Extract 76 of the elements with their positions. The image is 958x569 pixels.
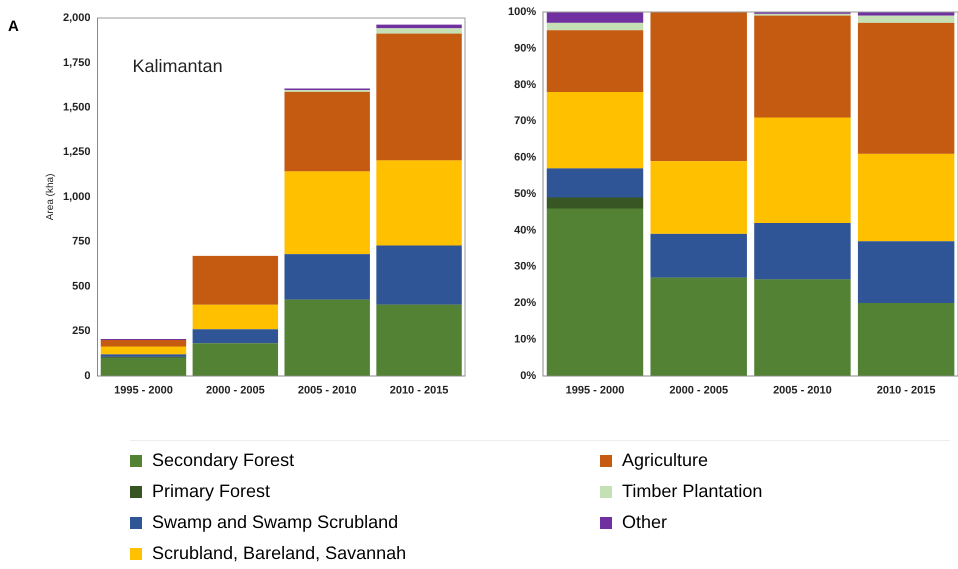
legend-label: Swamp and Swamp Scrubland xyxy=(152,512,398,533)
bar xyxy=(754,223,851,280)
bar xyxy=(284,254,370,300)
y-tick-label: 1,500 xyxy=(62,101,91,114)
chart-title: A xyxy=(8,18,19,35)
legend-label: Agriculture xyxy=(622,450,708,471)
bar xyxy=(650,234,747,278)
bar xyxy=(376,160,462,246)
legend-label: Scrubland, Bareland, Savannah xyxy=(152,543,406,564)
x-tick-label: 2010 - 2015 xyxy=(390,384,448,396)
y-tick-label: 2,000 xyxy=(62,12,91,24)
y-tick-label: 250 xyxy=(72,325,91,338)
bar xyxy=(754,279,851,376)
bar xyxy=(650,161,747,234)
x-tick-label: 2010 - 2015 xyxy=(876,384,936,396)
x-tick-label: 1995 - 2000 xyxy=(566,384,624,396)
y-tick-label: 10% xyxy=(514,333,536,346)
bar xyxy=(546,198,644,208)
bar xyxy=(754,16,851,118)
y-tick-label: 0% xyxy=(520,370,536,382)
legend-label: Timber Plantation xyxy=(622,481,762,502)
bar xyxy=(754,118,851,224)
x-tick-label: 2000 - 2005 xyxy=(669,384,728,396)
y-tick-label: 20% xyxy=(514,297,536,310)
x-tick-label: 2005 - 2010 xyxy=(298,384,357,396)
bar xyxy=(192,343,278,376)
bar xyxy=(376,34,462,160)
bar xyxy=(858,154,954,242)
y-axis-title: Area (kha) xyxy=(44,174,56,220)
bar xyxy=(546,12,644,23)
bar xyxy=(858,241,954,304)
y-tick-label: 70% xyxy=(514,115,536,128)
annotation: Kalimantan xyxy=(132,56,223,76)
y-tick-label: 30% xyxy=(514,260,536,273)
legend-label: Secondary Forest xyxy=(152,450,294,471)
y-tick-label: 750 xyxy=(72,236,91,248)
y-tick-label: 0 xyxy=(84,370,91,382)
bar xyxy=(376,28,462,34)
x-tick-label: 2000 - 2005 xyxy=(206,384,265,396)
y-tick-label: 1,250 xyxy=(62,146,91,158)
bar xyxy=(650,278,747,376)
bar xyxy=(284,300,370,376)
y-tick-label: 90% xyxy=(514,42,536,54)
bar xyxy=(100,340,186,346)
bar xyxy=(192,329,278,344)
bar xyxy=(192,256,278,305)
bar xyxy=(100,354,186,357)
legend-label: Primary Forest xyxy=(152,481,270,502)
x-tick-label: 1995 - 2000 xyxy=(114,384,173,396)
bar xyxy=(546,92,644,168)
y-tick-label: 500 xyxy=(72,280,91,292)
y-tick-label: 1,000 xyxy=(62,190,91,203)
bar xyxy=(376,304,462,376)
y-tick-label: 100% xyxy=(508,6,536,18)
bar xyxy=(192,304,278,330)
y-tick-label: 40% xyxy=(514,224,536,236)
x-tick-label: 2005 - 2010 xyxy=(773,384,832,396)
bar xyxy=(376,24,462,28)
bar xyxy=(376,246,462,305)
y-tick-label: 60% xyxy=(514,152,536,164)
bar xyxy=(650,12,747,162)
bar xyxy=(284,92,370,172)
bar xyxy=(546,168,644,198)
bar xyxy=(858,303,954,376)
bar xyxy=(284,171,370,254)
y-tick-label: 50% xyxy=(514,188,536,200)
bar xyxy=(546,208,644,376)
bar xyxy=(546,30,644,92)
bar xyxy=(100,346,186,354)
bar xyxy=(546,22,644,30)
legend-label: Other xyxy=(622,512,668,533)
bar xyxy=(858,16,954,23)
bar xyxy=(100,358,186,376)
y-tick-label: 1,750 xyxy=(62,56,91,69)
bar xyxy=(858,22,954,154)
y-tick-label: 80% xyxy=(514,78,536,91)
